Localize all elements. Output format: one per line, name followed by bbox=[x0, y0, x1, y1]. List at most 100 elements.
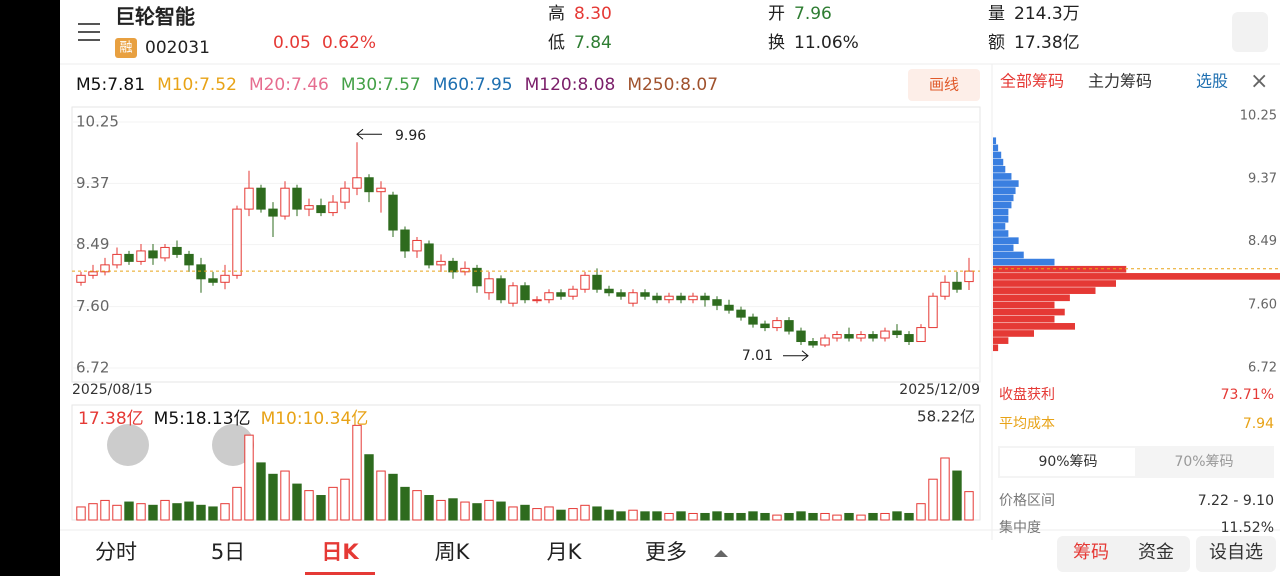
volume-bar bbox=[676, 511, 686, 521]
stat-label: 收盘获利 bbox=[999, 386, 1055, 403]
candle-body bbox=[808, 341, 818, 346]
volume-bar bbox=[484, 499, 494, 521]
candle-body bbox=[472, 267, 482, 287]
chip-tick-label: 9.37 bbox=[1248, 171, 1277, 186]
candle-body bbox=[484, 278, 494, 294]
volume-bar bbox=[364, 454, 374, 521]
volume-bar bbox=[736, 512, 746, 521]
chip-bar bbox=[993, 287, 1096, 294]
volume-bar bbox=[796, 511, 806, 521]
candle-body bbox=[952, 281, 962, 290]
y-tick-label: 9.37 bbox=[76, 174, 109, 192]
tab[interactable]: 更多 bbox=[645, 540, 687, 564]
candle-body bbox=[760, 323, 770, 329]
ma-legend: M60:7.95 bbox=[433, 75, 513, 95]
volume-bar bbox=[544, 506, 554, 521]
candle-body bbox=[532, 299, 542, 302]
volume-bar bbox=[568, 508, 578, 521]
chip-bar bbox=[993, 330, 1034, 337]
volume-bar bbox=[388, 473, 398, 521]
chip-bar bbox=[993, 194, 1014, 202]
volume-bar bbox=[208, 506, 218, 521]
bottom-group bbox=[1196, 536, 1276, 572]
volume-bar bbox=[628, 509, 638, 521]
candle-body bbox=[172, 246, 182, 255]
bottom-button[interactable]: 筹码 bbox=[1073, 542, 1109, 563]
volume-bar bbox=[520, 504, 530, 521]
draw-button[interactable] bbox=[908, 69, 980, 101]
volume-bar bbox=[328, 486, 338, 521]
range-tab[interactable]: 90%筹码 bbox=[1038, 453, 1097, 470]
candle-body bbox=[844, 334, 854, 339]
volume-legend: M10:10.34亿 bbox=[261, 409, 369, 429]
volume-bar bbox=[220, 503, 230, 521]
chip-bar bbox=[993, 308, 1065, 316]
volume-bar bbox=[304, 490, 314, 521]
close-icon[interactable]: × bbox=[1250, 69, 1268, 94]
candle-body bbox=[376, 187, 386, 193]
y-tick-label: 6.72 bbox=[76, 359, 109, 377]
candle-body bbox=[736, 309, 746, 318]
volume-bar bbox=[892, 511, 902, 521]
chip-tab[interactable]: 选股 bbox=[1196, 72, 1228, 91]
change-pct: 0.62% bbox=[322, 33, 376, 53]
bottom-button[interactable]: 资金 bbox=[1138, 542, 1174, 563]
volume-bar bbox=[244, 434, 254, 521]
candle-body bbox=[940, 281, 950, 297]
tab[interactable]: 5日 bbox=[211, 540, 245, 564]
candle-body bbox=[568, 288, 578, 297]
volume-bar bbox=[460, 501, 470, 521]
volume-bar bbox=[340, 478, 350, 521]
candle-body bbox=[628, 292, 638, 304]
volume-bar bbox=[424, 495, 434, 521]
volume-bar bbox=[748, 511, 758, 521]
chip-bar bbox=[993, 208, 1009, 216]
candle-body bbox=[700, 295, 710, 301]
volume-bar bbox=[592, 506, 602, 521]
candle-body bbox=[688, 295, 698, 301]
stat-label: 平均成本 bbox=[999, 416, 1055, 432]
candle-body bbox=[136, 250, 146, 262]
bottom-button[interactable]: 设自选 bbox=[1209, 542, 1263, 563]
y-tick-label: 10.25 bbox=[76, 113, 119, 131]
candle-body bbox=[496, 278, 506, 301]
candle-body bbox=[364, 177, 374, 193]
volume-bar bbox=[316, 495, 326, 521]
chip-tab[interactable]: 全部筹码 bbox=[1000, 72, 1064, 91]
change: 0.05 bbox=[273, 33, 311, 53]
volume-bar bbox=[448, 498, 458, 521]
volume-bar bbox=[76, 506, 86, 521]
volume-bar bbox=[436, 499, 446, 521]
volume-bar bbox=[916, 503, 926, 521]
more-caret[interactable] bbox=[714, 550, 728, 557]
tab[interactable]: 日K bbox=[321, 540, 359, 564]
tab[interactable]: 月K bbox=[547, 540, 583, 564]
candle-body bbox=[748, 316, 758, 325]
tab[interactable]: 周K bbox=[435, 540, 471, 564]
range-tab-active[interactable] bbox=[1000, 448, 1135, 476]
tab[interactable]: 分时 bbox=[95, 540, 137, 564]
volume-bar bbox=[148, 504, 158, 521]
candle-body bbox=[868, 334, 878, 339]
draw-button-label[interactable]: 画线 bbox=[929, 76, 959, 94]
next-button[interactable] bbox=[212, 424, 254, 466]
candle-body bbox=[820, 337, 830, 346]
chip-tab[interactable]: 主力筹码 bbox=[1088, 72, 1152, 91]
volume-bar bbox=[292, 483, 302, 521]
stat-value: 7.94 bbox=[1243, 416, 1274, 432]
date-end: 2025/12/09 bbox=[899, 382, 980, 398]
landscape-button[interactable] bbox=[1232, 12, 1268, 52]
candle-body bbox=[856, 334, 866, 339]
chip-bar bbox=[993, 244, 1014, 252]
prev-button[interactable] bbox=[107, 424, 149, 466]
candle-body bbox=[232, 208, 242, 276]
volume-bar bbox=[784, 512, 794, 521]
menu-icon[interactable] bbox=[78, 23, 100, 41]
volume-bar bbox=[664, 512, 674, 521]
candle-body bbox=[784, 320, 794, 332]
chip-bar bbox=[993, 323, 1075, 330]
volume-bar bbox=[496, 501, 506, 521]
range-tab[interactable]: 70%筹码 bbox=[1174, 453, 1233, 470]
chip-bar bbox=[993, 173, 1012, 180]
value: 8.30 bbox=[574, 4, 612, 24]
